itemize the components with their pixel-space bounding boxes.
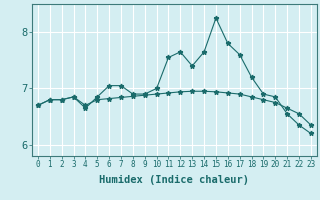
X-axis label: Humidex (Indice chaleur): Humidex (Indice chaleur) [100,175,249,185]
